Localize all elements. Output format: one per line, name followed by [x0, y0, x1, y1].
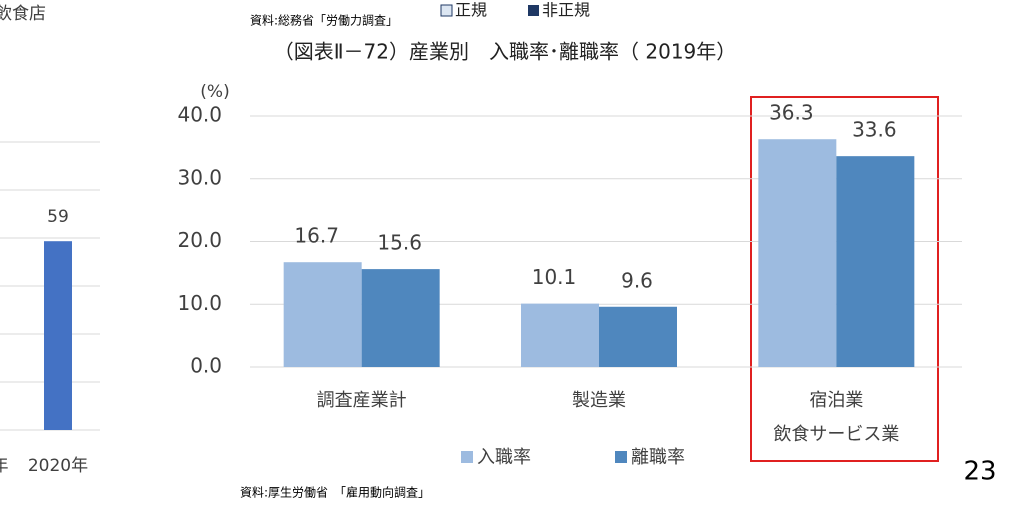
x-tick-label: 調査産業計	[316, 390, 407, 411]
y-axis-label: (%)	[200, 82, 229, 102]
legend-swatch	[461, 451, 473, 463]
highlight-box	[750, 96, 939, 462]
bar	[599, 306, 677, 367]
x-tick-label: 年	[0, 456, 9, 476]
value-label: 9.6	[621, 268, 653, 292]
legend-swatch	[440, 4, 453, 17]
bar	[283, 262, 362, 367]
legend-label: 入職率	[477, 447, 531, 468]
x-tick-label: 宿泊業 飲食サービス業	[773, 390, 900, 445]
x-tick-label: 製造業	[572, 390, 626, 411]
bar	[521, 303, 599, 367]
legend-label: 離職率	[631, 447, 685, 468]
legend-label: 非正規	[542, 1, 590, 20]
legend-label: 正規	[455, 1, 487, 20]
value-label: 10.1	[532, 265, 577, 289]
bar	[361, 269, 440, 367]
legend-swatch	[615, 451, 627, 463]
value-label: 15.6	[377, 231, 422, 255]
value-label: 36.3	[769, 101, 814, 125]
y-tick-label: 0.0	[190, 354, 222, 378]
source: 資料:総務省「労働力調査」	[250, 14, 398, 28]
y-tick-label: 40.0	[177, 103, 222, 127]
y-tick-label: 20.0	[177, 228, 222, 252]
bar	[758, 139, 837, 367]
value-label: 33.6	[852, 118, 897, 142]
chart-title: 飲食店	[0, 4, 46, 24]
bar	[836, 156, 915, 367]
chart-title: （図表Ⅱ－72）産業別 入職率･離職率（ 2019年）	[274, 40, 737, 64]
value-label: 59	[47, 207, 69, 227]
x-tick-label: 2020年	[28, 456, 88, 476]
y-tick-label: 30.0	[177, 165, 222, 189]
legend-swatch	[528, 5, 539, 16]
y-tick-label: 10.0	[177, 291, 222, 315]
source: 資料:厚生労働省 「雇用動向調査」	[240, 485, 430, 500]
value-label: 16.7	[294, 224, 339, 248]
bar	[44, 241, 72, 430]
page-number: 23	[963, 457, 996, 487]
